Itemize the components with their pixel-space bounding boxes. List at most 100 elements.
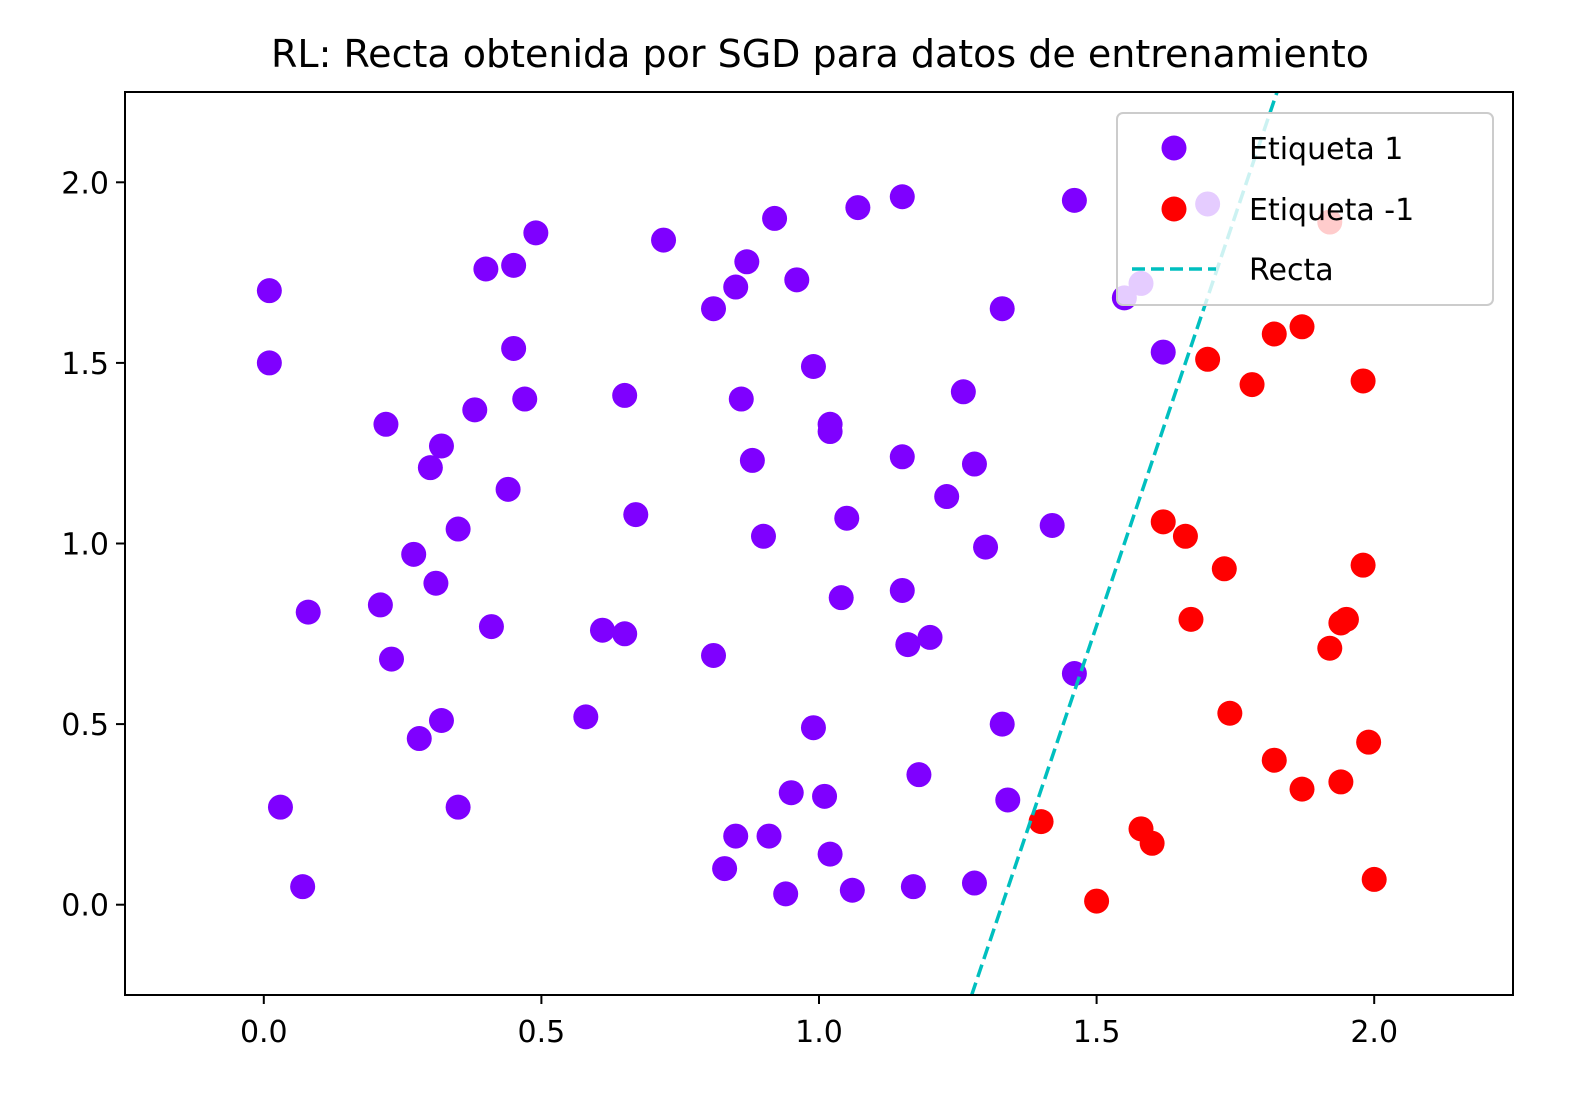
legend-label-1: Etiqueta 1 — [1249, 132, 1403, 167]
point-1-67 — [989, 711, 1015, 737]
point-1-58 — [895, 632, 921, 658]
point-1-70 — [1039, 512, 1065, 538]
x-tick-label-1: 0.0 — [240, 1015, 288, 1050]
legend-box — [1116, 112, 1494, 306]
point-1-60 — [906, 762, 932, 788]
point-2-11 — [1239, 372, 1265, 398]
y-tick-label-5: 2.0 — [61, 166, 109, 201]
point-1-40 — [756, 823, 782, 849]
point-1-49 — [817, 419, 843, 445]
point-1-56 — [889, 444, 915, 470]
point-1-37 — [734, 249, 760, 275]
point-2-20 — [1333, 606, 1359, 632]
point-1-52 — [834, 505, 860, 531]
point-1-30 — [651, 227, 677, 253]
point-1-7 — [373, 411, 399, 437]
point-1-68 — [989, 296, 1015, 322]
point-1-69 — [995, 787, 1021, 813]
point-1-41 — [762, 205, 788, 231]
y-tick-label-2: 0.5 — [61, 708, 109, 743]
point-1-51 — [828, 585, 854, 611]
x-tick-label-5: 2.0 — [1350, 1015, 1398, 1050]
point-1-38 — [739, 447, 765, 473]
point-2-9 — [1211, 556, 1237, 582]
point-1-25 — [573, 704, 599, 730]
point-1-17 — [462, 397, 488, 423]
point-2-7 — [1178, 606, 1204, 632]
recta-line — [970, 92, 1279, 995]
point-1-31 — [701, 642, 727, 668]
point-1-4 — [290, 874, 316, 900]
point-2-21 — [1350, 368, 1376, 394]
point-1-11 — [417, 455, 443, 481]
point-1-27 — [612, 621, 638, 647]
point-2-24 — [1361, 866, 1387, 892]
point-1-65 — [961, 451, 987, 477]
point-1-57 — [889, 577, 915, 603]
point-2-13 — [1261, 747, 1287, 773]
point-1-5 — [295, 599, 321, 625]
point-2-4 — [1139, 830, 1165, 856]
point-1-21 — [501, 252, 527, 278]
point-1-22 — [501, 335, 527, 361]
point-1-29 — [623, 502, 649, 528]
series-2 — [1028, 209, 1387, 914]
point-1-14 — [428, 433, 454, 459]
point-1-28 — [612, 382, 638, 408]
axes: 0.0 0.5 1.0 1.5 2.0 0.0 0.5 1.0 1.5 2.0 — [61, 91, 1514, 1050]
point-1-10 — [406, 726, 432, 752]
x-tick-label-4: 1.5 — [1073, 1015, 1121, 1050]
point-1-55 — [889, 184, 915, 210]
point-2-22 — [1350, 552, 1376, 578]
point-1-9 — [401, 541, 427, 567]
point-1-6 — [367, 592, 393, 618]
point-1-19 — [478, 614, 504, 640]
point-1-3 — [267, 794, 293, 820]
point-1-54 — [845, 195, 871, 221]
point-2-6 — [1172, 523, 1198, 549]
legend-label-3: Recta — [1249, 253, 1334, 288]
point-1-35 — [723, 274, 749, 300]
point-1-71 — [1061, 661, 1087, 687]
point-1-72 — [1061, 187, 1087, 213]
legend-marker-2 — [1161, 196, 1187, 222]
point-1-16 — [445, 516, 471, 542]
point-1-63 — [950, 379, 976, 405]
point-2-1 — [1028, 809, 1054, 835]
point-2-23 — [1356, 729, 1382, 755]
point-1-24 — [523, 220, 549, 246]
point-1-32 — [701, 296, 727, 322]
legend-marker-1 — [1161, 135, 1187, 161]
y-tick-label-3: 1.0 — [61, 528, 109, 563]
point-1-62 — [934, 484, 960, 510]
point-1-33 — [712, 856, 738, 882]
point-1-23 — [512, 386, 538, 412]
point-1-50 — [817, 841, 843, 867]
point-2-14 — [1289, 314, 1315, 340]
point-1-1 — [256, 278, 282, 304]
point-2-16 — [1317, 635, 1343, 661]
point-1-36 — [728, 386, 754, 412]
point-2-15 — [1289, 776, 1315, 802]
point-1-34 — [723, 823, 749, 849]
point-1-12 — [423, 570, 449, 596]
point-2-2 — [1084, 888, 1110, 914]
point-1-44 — [784, 267, 810, 293]
legend: Etiqueta 1 Etiqueta -1 Recta — [1116, 112, 1494, 306]
point-2-18 — [1328, 769, 1354, 795]
point-1-20 — [495, 476, 521, 502]
point-1-45 — [800, 715, 826, 741]
point-1-47 — [812, 783, 838, 809]
point-1-39 — [750, 523, 776, 549]
y-tick-label-4: 1.5 — [61, 347, 109, 382]
point-1-66 — [973, 534, 999, 560]
point-1-13 — [428, 707, 454, 733]
point-1-26 — [589, 617, 615, 643]
y-tick-label-1: 0.0 — [61, 889, 109, 924]
point-1-53 — [839, 877, 865, 903]
point-1-8 — [378, 646, 404, 672]
point-1-46 — [800, 354, 826, 380]
point-1-59 — [900, 874, 926, 900]
x-tick-label-2: 0.5 — [518, 1015, 566, 1050]
